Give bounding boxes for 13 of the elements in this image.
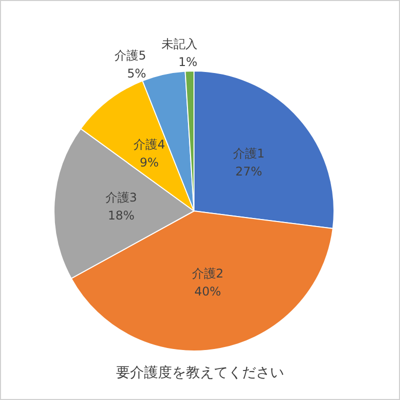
slice-label: 介護2 [192, 266, 224, 281]
data-label: 1% [178, 55, 198, 70]
slice-label: 介護5 [114, 48, 146, 63]
data-label: 27% [235, 164, 262, 179]
data-label: 40% [194, 284, 222, 299]
data-label: 9% [140, 155, 159, 170]
data-label: 5% [127, 66, 146, 81]
data-label: 18% [108, 208, 134, 222]
slice-label: 介護4 [133, 137, 166, 152]
slice-label: 介護3 [105, 190, 137, 204]
text: 要介護度を教えてください [116, 365, 284, 381]
slice-label: 介護1 [232, 146, 265, 161]
slice-label: 未記入 [161, 37, 198, 52]
